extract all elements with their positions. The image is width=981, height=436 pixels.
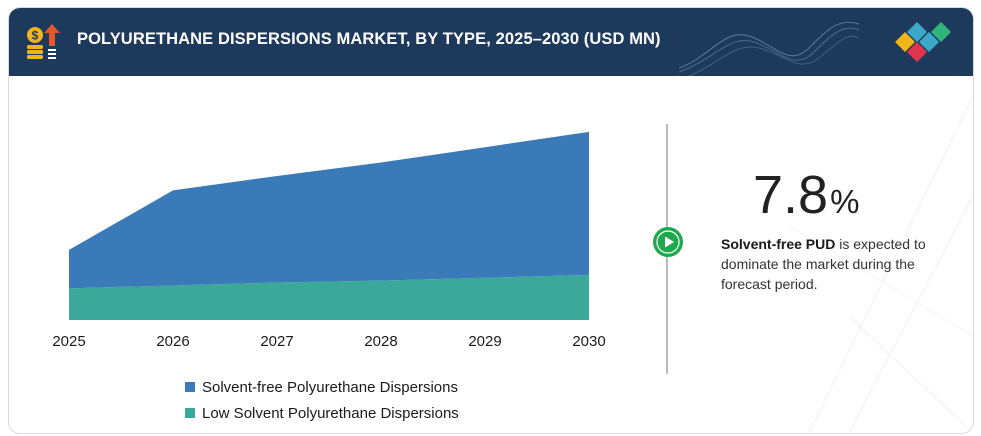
highlight-lead: Solvent-free PUD: [721, 236, 836, 252]
stacked-area-chart: 2025 2026 2027 2028 2029 2030: [52, 131, 606, 350]
area-series-1: [69, 274, 589, 320]
play-icon[interactable]: [653, 227, 683, 257]
x-tick-label: 2028: [364, 333, 397, 350]
legend-swatch: [185, 408, 195, 418]
highlight-description: Solvent-free PUD is expected to dominate…: [721, 234, 936, 294]
highlight-text: is expected to dominate the market durin…: [721, 236, 926, 292]
area-series-2: [69, 131, 589, 289]
money-growth-icon: $: [27, 24, 60, 59]
legend-label: Low Solvent Polyurethane Dispersions: [202, 404, 459, 422]
background-decoration: [789, 95, 973, 433]
cagr-value: 7.8%: [753, 168, 859, 222]
cagr-number: 7.8: [753, 165, 829, 225]
legend-swatch: [185, 382, 195, 392]
x-tick-label: 2030: [572, 333, 605, 350]
wave-decoration: [679, 21, 859, 76]
x-tick-label: 2025: [52, 333, 85, 350]
chart-legend: Solvent-free Polyurethane Dispersions Low…: [185, 374, 459, 426]
chart-title: POLYURETHANE DISPERSIONS MARKET, BY TYPE…: [77, 30, 661, 48]
legend-item: Solvent-free Polyurethane Dispersions: [185, 374, 459, 400]
x-tick-label: 2029: [468, 333, 501, 350]
x-tick-label: 2026: [156, 333, 189, 350]
header-bar: $ POLYURETHANE DISPERSIONS MARKET, BY TY…: [9, 8, 973, 76]
legend-item: Low Solvent Polyurethane Dispersions: [185, 400, 459, 426]
diamond-logo-icon: [895, 22, 951, 62]
infographic-card: $ POLYURETHANE DISPERSIONS MARKET, BY TY…: [8, 7, 974, 434]
legend-label: Solvent-free Polyurethane Dispersions: [202, 378, 458, 396]
x-tick-label: 2027: [260, 333, 293, 350]
svg-text:$: $: [32, 29, 39, 43]
cagr-unit: %: [830, 183, 860, 220]
